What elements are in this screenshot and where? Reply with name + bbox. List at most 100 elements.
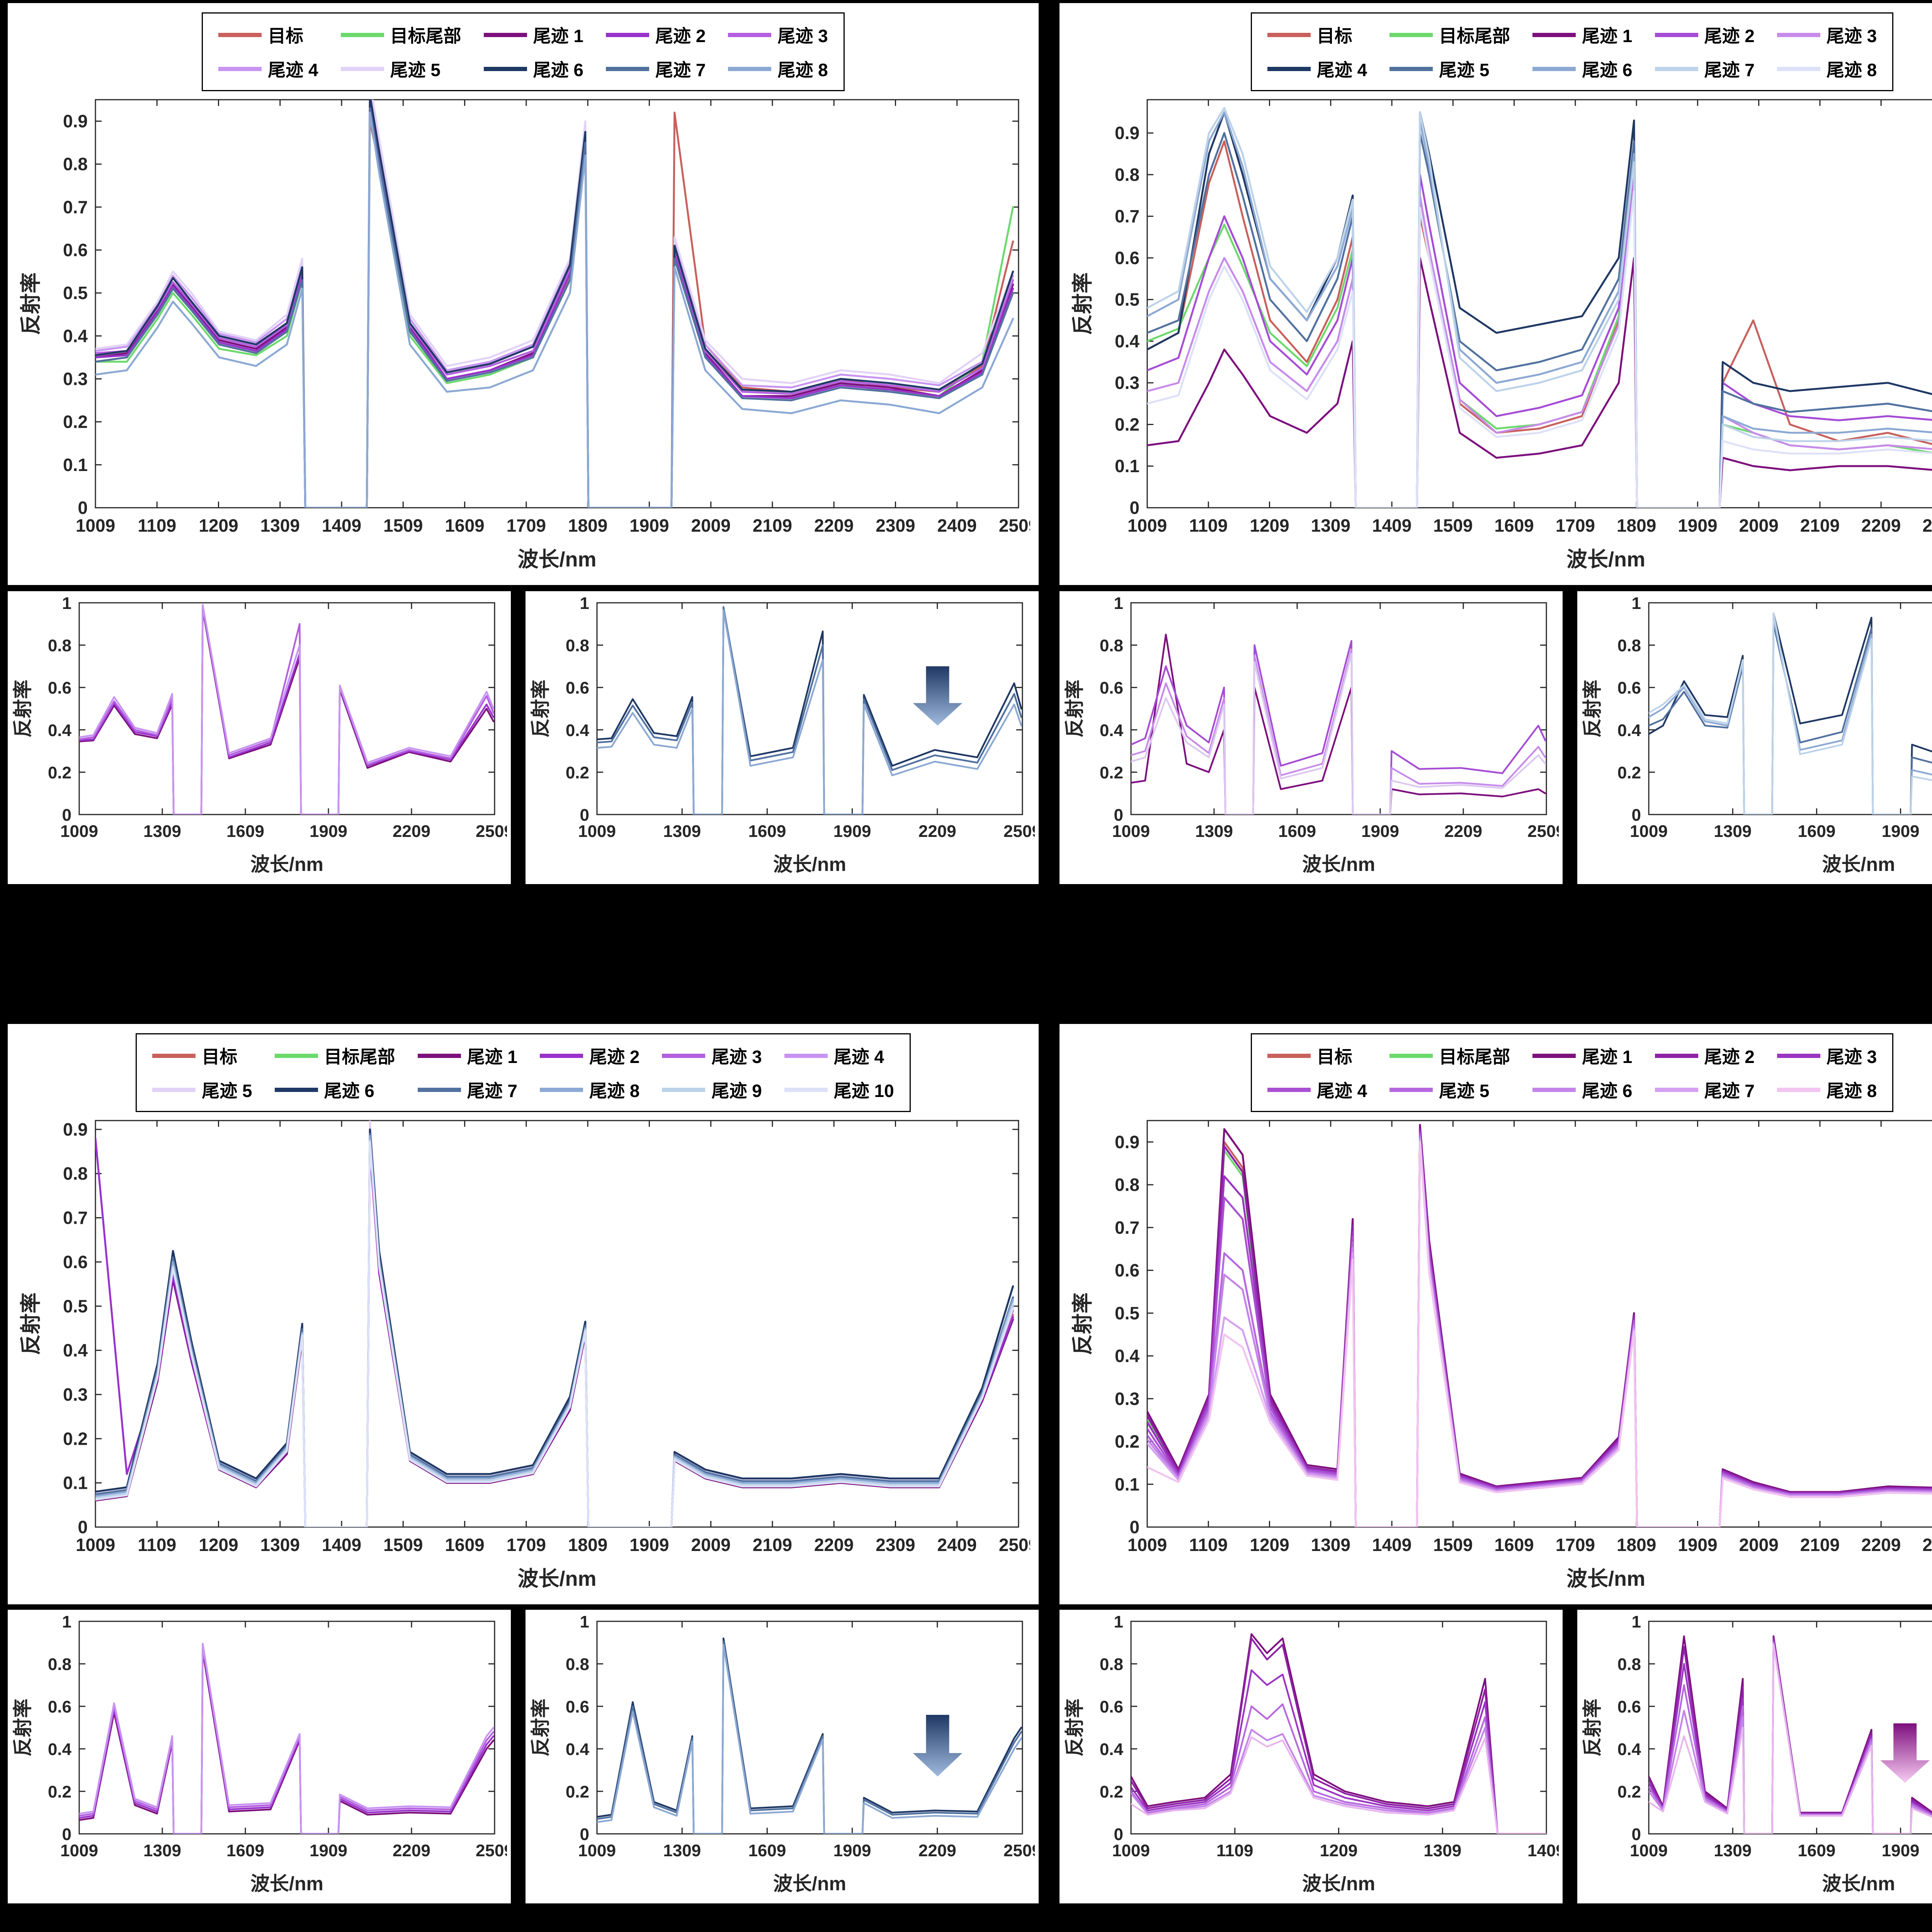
series-尾迹 3: [95, 100, 1014, 508]
y-tick-label: 0.4: [1115, 1346, 1139, 1366]
series-尾迹 6: [1147, 111, 1932, 508]
x-tick-label: 1609: [445, 515, 484, 536]
y-tick-label: 0: [580, 806, 589, 825]
legend-line-swatch: [1532, 66, 1576, 71]
y-tick-label: 0: [1632, 806, 1641, 825]
plot-box: [78, 1621, 495, 1835]
legend-line-swatch: [662, 1087, 706, 1092]
legend-line-swatch: [1655, 1087, 1698, 1092]
legend-label: 尾迹 3: [711, 1047, 762, 1067]
series-尾迹 5: [95, 100, 1014, 508]
y-tick-label: 0.2: [1617, 763, 1641, 782]
y-tick-label: 0.4: [63, 1340, 88, 1361]
y-tick-label: 0.6: [566, 1697, 589, 1716]
y-tick-label: 0: [1129, 498, 1139, 518]
legend-label: 尾迹 3: [1826, 1047, 1877, 1067]
series-尾迹 5: [1147, 1134, 1932, 1527]
legend-line-swatch: [152, 1087, 196, 1092]
x-tick-label: 1509: [1433, 1535, 1473, 1555]
legend-line-swatch: [483, 32, 527, 37]
x-axis-label: 波长/nm: [1302, 854, 1375, 875]
chart-c_main: 1009 1109 1209 1309 1409 1509 1609 1709 1809 1909…: [19, 1119, 1030, 1590]
y-tick-label: 0.9: [1115, 123, 1139, 143]
y-tick-label: 0: [580, 1825, 589, 1844]
legend-item: 尾迹 4: [784, 1044, 894, 1067]
x-tick-label: 1609: [748, 1841, 786, 1860]
legend-label: 尾迹 5: [202, 1081, 252, 1101]
y-tick-label: 0.5: [63, 283, 88, 303]
y-tick-label: 1: [580, 594, 589, 613]
x-tick-label: 1409: [322, 1535, 361, 1555]
series-尾迹 4: [79, 1643, 495, 1834]
legend-label: 尾迹 8: [777, 60, 828, 80]
y-tick-label: 0.1: [63, 1473, 88, 1493]
legend-item: 目标: [218, 24, 318, 46]
series-尾迹 2: [1147, 165, 1932, 508]
y-axis-label: 反射率: [1582, 1699, 1603, 1757]
y-axis-label: 反射率: [19, 1293, 43, 1355]
legend-line-swatch: [1267, 1087, 1311, 1092]
series-尾迹 8: [597, 1644, 1022, 1834]
y-tick-label: 0.6: [1617, 1697, 1641, 1716]
y-tick-label: 0.2: [1115, 414, 1139, 434]
series-尾迹 8: [95, 111, 1014, 508]
panel-a-main: 目标 目标尾部 尾迹 1 尾迹 2 尾迹 3 尾迹 4 尾迹 5 尾迹 6 尾迹 7 尾迹 8 10…: [8, 3, 1039, 585]
legend-item: 尾迹 4: [218, 58, 318, 80]
plot-box: [78, 602, 495, 815]
legend-line-swatch: [274, 1087, 318, 1092]
y-axis-label: 反射率: [12, 680, 34, 738]
legend-label: 目标: [268, 26, 304, 46]
x-tick-label: 2209: [1444, 822, 1482, 841]
legend-line-swatch: [1777, 66, 1820, 71]
y-tick-label: 0.8: [1617, 636, 1641, 655]
series-尾迹 4: [1147, 111, 1932, 508]
x-axis-label: 波长/nm: [517, 548, 596, 571]
legend-line-swatch: [1532, 1053, 1576, 1058]
x-tick-label: 2509: [999, 515, 1030, 536]
chart-c_s1: 1009 1309 1609 1909 2209 2509 0 0.2 0.4 0.6 0.8 1 波长…: [12, 1612, 507, 1895]
legend-item: 尾迹 9: [662, 1078, 762, 1101]
x-tick-label: 1209: [199, 1535, 238, 1555]
x-tick-label: 2009: [691, 515, 730, 536]
legend-label: 尾迹 10: [833, 1081, 894, 1101]
series-尾迹 2: [95, 103, 1014, 508]
legend-item: 尾迹 4: [1267, 58, 1367, 80]
legend-line-swatch: [1777, 32, 1820, 37]
y-tick-label: 1: [1632, 594, 1641, 613]
legend-line-swatch: [1777, 1053, 1820, 1058]
x-tick-label: 1209: [1250, 515, 1289, 536]
x-tick-label: 2509: [476, 1841, 507, 1860]
x-tick-label: 1909: [310, 1841, 347, 1860]
legend-line-swatch: [1655, 1053, 1698, 1058]
x-tick-label: 2309: [876, 1535, 915, 1555]
series-尾迹 2: [79, 1647, 495, 1834]
x-axis-label: 波长/nm: [517, 1567, 596, 1590]
y-tick-label: 0.5: [1115, 1303, 1139, 1323]
x-tick-label: 1309: [1311, 1535, 1350, 1555]
trend-arrow-down: [1880, 1723, 1930, 1783]
plot-box: [95, 99, 1019, 509]
y-tick-label: 0.7: [1115, 206, 1139, 226]
x-tick-label: 1009: [1630, 1841, 1668, 1860]
y-tick-label: 0.6: [1115, 1260, 1139, 1281]
y-tick-label: 0: [62, 806, 71, 825]
x-tick-label: 1309: [1714, 1841, 1752, 1860]
x-tick-label: 1409: [1527, 1841, 1559, 1860]
legend-item: 尾迹 5: [152, 1078, 252, 1101]
series-尾迹 6: [1649, 617, 1932, 815]
x-tick-label: 1909: [1678, 515, 1717, 536]
y-tick-label: 0.6: [63, 240, 88, 260]
x-tick-label: 2009: [1739, 1535, 1778, 1555]
x-tick-label: 1909: [310, 822, 347, 841]
legend-line-swatch: [1389, 66, 1433, 71]
series-尾迹 7: [597, 606, 1022, 815]
series-尾迹 8: [597, 609, 1022, 815]
plot-box: [1146, 1120, 1932, 1528]
legend-label: 尾迹 6: [1582, 1081, 1633, 1101]
legend-label: 尾迹 8: [589, 1081, 640, 1101]
y-tick-label: 0: [1114, 806, 1123, 825]
x-tick-label: 1109: [1216, 1841, 1253, 1860]
y-tick-label: 0.3: [63, 369, 88, 389]
legend-line-swatch: [340, 66, 384, 71]
y-tick-label: 0.8: [48, 1655, 71, 1674]
